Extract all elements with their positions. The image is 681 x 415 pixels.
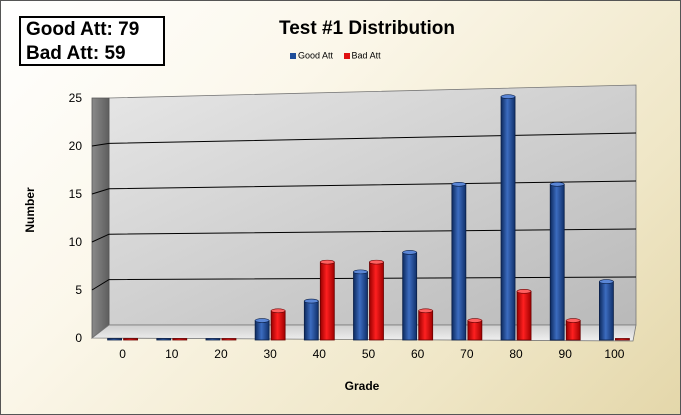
bar-bad-att-60-top — [418, 308, 433, 314]
y-tick-label: 5 — [75, 283, 82, 297]
bar-bad-att-60 — [418, 310, 434, 341]
legend-entry-good-att: Good Att — [290, 50, 333, 61]
legend-entry-bad-att: Bad Att — [343, 50, 381, 61]
bar-good-att-20 — [205, 338, 221, 341]
bad-att-total: Bad Att: 59 — [26, 43, 126, 64]
x-tick-label: 0 — [119, 347, 126, 361]
bar-good-att-100 — [599, 281, 614, 341]
bar-good-att-100-top — [599, 279, 614, 284]
bar-bad-att-70-top — [467, 318, 483, 323]
bar-good-att-80-top — [500, 94, 516, 99]
bar-good-att-90 — [549, 183, 565, 341]
y-tick-label: 0 — [75, 331, 82, 345]
bar-bad-att-50 — [369, 261, 384, 341]
legend-swatch-bad-att — [343, 52, 350, 59]
bar-good-att-80 — [500, 96, 516, 341]
x-axis-title: Grade — [345, 379, 380, 393]
y-tick-label: 10 — [69, 235, 83, 249]
bar-good-att-70 — [451, 183, 467, 341]
good-att-total: Good Att: 79 — [26, 19, 140, 40]
x-tick-label: 80 — [509, 347, 523, 361]
bar-bad-att-90-top — [565, 318, 581, 323]
bar-bad-att-80-top — [516, 289, 532, 294]
bar-bad-att-80 — [516, 290, 532, 341]
chart-legend: Good Att Bad Att — [290, 50, 389, 64]
bar-good-att-30 — [254, 320, 270, 341]
x-tick-label: 50 — [362, 347, 376, 361]
y-tick-label: 25 — [69, 91, 83, 105]
bar-bad-att-70 — [467, 320, 483, 341]
x-tick-label: 70 — [460, 347, 474, 361]
bar-bad-att-20 — [221, 338, 237, 341]
side-wall — [91, 97, 110, 339]
x-tick-label: 20 — [214, 347, 228, 361]
bar-bad-att-0 — [123, 338, 138, 341]
x-tick-label: 100 — [604, 347, 624, 361]
x-tick-label: 30 — [263, 347, 277, 361]
x-tick-label: 60 — [411, 347, 425, 361]
bar-good-att-60 — [402, 252, 418, 341]
x-tick-label: 10 — [165, 347, 179, 361]
y-tick-label: 20 — [69, 139, 83, 153]
chart-title: Test #1 Distribution — [279, 18, 455, 39]
bar-bad-att-30 — [270, 310, 286, 341]
bar-good-att-50 — [353, 271, 368, 341]
legend-swatch-good-att — [290, 52, 296, 59]
legend-label-good-att: Good Att — [298, 50, 334, 61]
bar-good-att-70-top — [451, 181, 467, 187]
bars — [107, 94, 630, 341]
bar-good-att-50-top — [353, 269, 368, 275]
legend-label-bad-att: Bad Att — [351, 50, 381, 61]
bar-bad-att-90 — [565, 320, 581, 341]
bar-good-att-30-top — [254, 318, 270, 323]
x-tick-label: 90 — [559, 347, 573, 361]
bar-bad-att-40 — [319, 261, 335, 341]
bar-bad-att-50-top — [369, 259, 384, 265]
attendance-summary-box: Good Att: 79 Bad Att: 59 — [19, 16, 165, 66]
y-tick-labels: 0 5 10 15 20 25 — [69, 91, 83, 345]
bar-good-att-90-top — [549, 181, 565, 187]
bar-good-att-40 — [303, 300, 319, 341]
y-axis-title: Number — [23, 187, 37, 233]
bar-bad-att-40-top — [320, 259, 335, 265]
bar-good-att-40-top — [304, 298, 319, 304]
x-tick-labels: 0 10 20 30 40 50 60 70 80 90 100 — [119, 347, 624, 361]
bar-bad-att-100 — [615, 338, 630, 341]
x-tick-label: 40 — [313, 347, 327, 361]
bar-bad-att-30-top — [270, 308, 286, 314]
bar-good-att-0 — [107, 338, 122, 341]
bar-good-att-60-top — [402, 250, 417, 255]
y-tick-label: 15 — [69, 187, 83, 201]
bar-bad-att-10 — [172, 338, 188, 341]
bar-good-att-10 — [156, 338, 172, 341]
gridline — [91, 132, 637, 147]
